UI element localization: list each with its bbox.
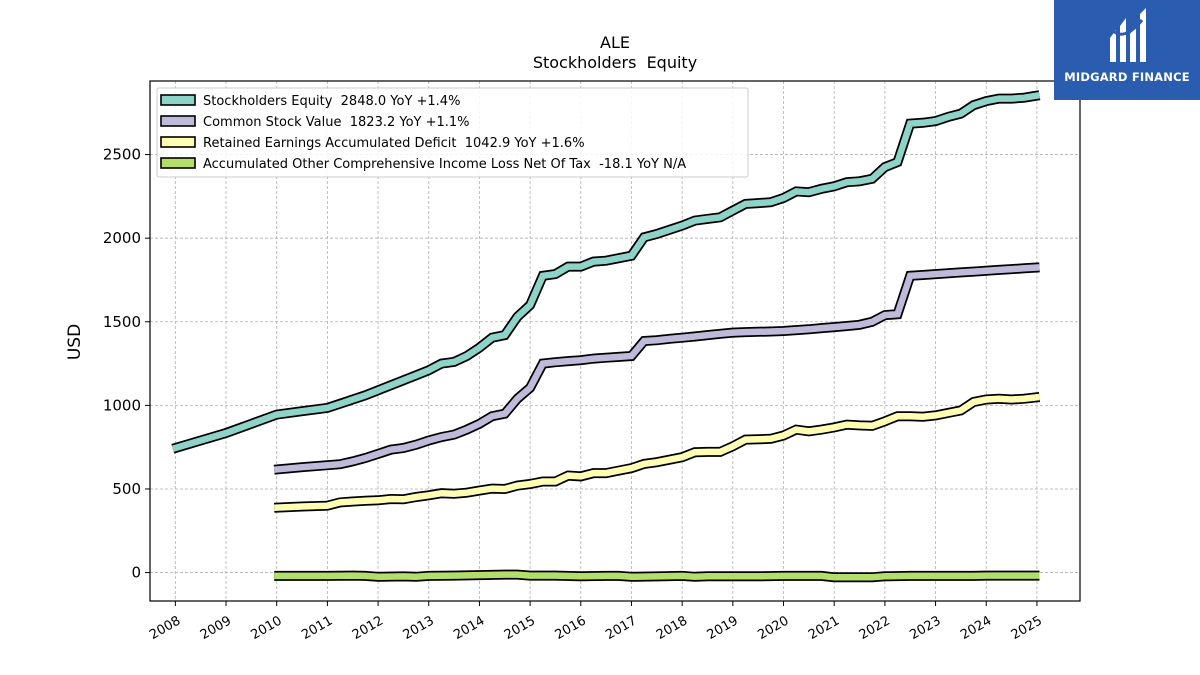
- series-lines: [171, 90, 1041, 583]
- y-tick-label: 1500: [103, 313, 141, 331]
- x-tick-label: 2019: [705, 613, 741, 643]
- brand-logo: MIDGARD FINANCE: [1054, 0, 1200, 100]
- y-axis-ticks: 0 500 1000 1500 2000 2500: [103, 146, 150, 582]
- legend: Stockholders Equity 2848.0 YoY +1.4% Comm…: [156, 87, 749, 178]
- x-tick-label: 2009: [198, 613, 234, 643]
- legend-entry: Stockholders Equity 2848.0 YoY +1.4%: [203, 94, 460, 109]
- x-tick-label: 2021: [806, 613, 842, 643]
- x-tick-label: 2025: [1009, 613, 1045, 643]
- legend-box: [156, 87, 749, 178]
- y-tick-label: 1000: [103, 396, 141, 414]
- y-tick-label: 0: [131, 564, 141, 582]
- legend-swatch: [160, 136, 196, 148]
- y-tick-label: 2000: [103, 229, 141, 247]
- legend-swatch: [160, 94, 196, 106]
- y-tick-label: 2500: [103, 146, 141, 164]
- brand-name: MIDGARD FINANCE: [1064, 70, 1190, 84]
- legend-entry: Accumulated Other Comprehensive Income L…: [203, 157, 686, 172]
- x-axis-ticks: 2008 2009 2010 2011 2012 2013 2014 2015 2016 2017…: [147, 601, 1045, 643]
- x-tick-label: 2013: [401, 613, 437, 643]
- x-tick-label: 2010: [249, 613, 285, 643]
- x-tick-label: 2017: [603, 613, 639, 643]
- midgard-m-logo-icon: [1110, 8, 1146, 62]
- legend-entry: Common Stock Value 1823.2 YoY +1.1%: [203, 115, 470, 130]
- series-line: [273, 264, 1040, 473]
- x-tick-label: 2008: [147, 613, 183, 643]
- chart-title: ALE: [600, 33, 630, 52]
- chart-subtitle: Stockholders Equity: [533, 53, 697, 72]
- legend-entry: Retained Earnings Accumulated Deficit 10…: [203, 136, 585, 151]
- x-tick-label: 2014: [451, 613, 487, 643]
- x-tick-label: 2020: [755, 613, 791, 643]
- x-tick-label: 2012: [350, 613, 386, 643]
- x-tick-label: 2022: [857, 613, 893, 643]
- y-axis-label: USD: [65, 324, 85, 360]
- x-tick-label: 2011: [299, 613, 335, 643]
- legend-swatch: [160, 157, 196, 169]
- plot-frame: [149, 80, 1081, 602]
- x-tick-label: 2023: [907, 613, 943, 643]
- series-line: [274, 393, 1040, 511]
- series-line: [171, 91, 1041, 452]
- x-tick-label: 2024: [958, 613, 994, 643]
- y-tick-label: 500: [112, 480, 141, 498]
- series-line: [274, 571, 1040, 581]
- x-tick-label: 2016: [553, 613, 589, 643]
- legend-swatch: [160, 115, 196, 127]
- x-tick-label: 2015: [502, 613, 538, 643]
- series-line-outline: [273, 262, 1040, 475]
- x-tick-label: 2018: [654, 613, 690, 643]
